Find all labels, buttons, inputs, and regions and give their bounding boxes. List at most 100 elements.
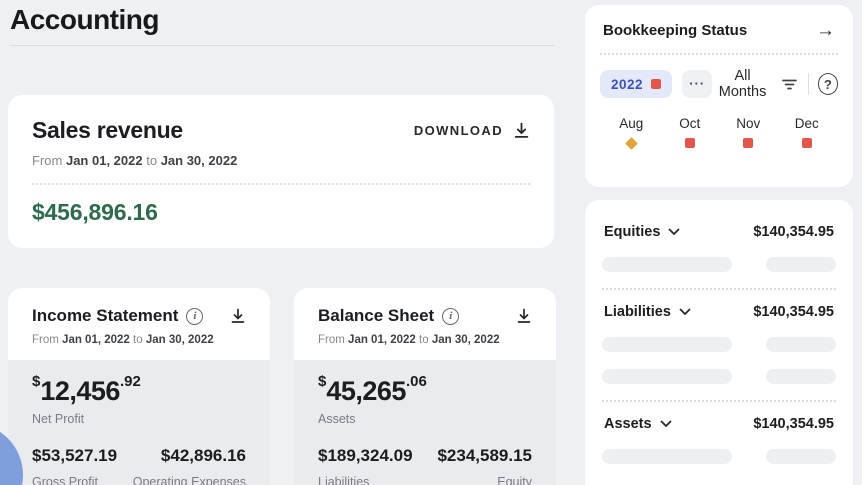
operating-expenses-label: Operating Expenses xyxy=(132,475,246,485)
dotted-divider xyxy=(602,400,836,402)
currency-symbol: $ xyxy=(32,373,41,390)
skeleton-bar xyxy=(602,449,732,464)
amount-cents: .92 xyxy=(119,373,141,390)
download-label: DOWNLOAD xyxy=(413,123,503,138)
header-divider xyxy=(10,45,555,46)
income-statement-title: Income Statement xyxy=(32,306,179,325)
amount-whole: 45,265 xyxy=(326,376,406,406)
month-label: Dec xyxy=(794,116,819,131)
date-to-label: to xyxy=(133,334,143,346)
sales-revenue-title: Sales revenue xyxy=(32,117,183,143)
months-status-row: Aug Oct Nov Dec xyxy=(600,116,838,150)
equities-total: $140,354.95 xyxy=(753,224,834,240)
dotted-divider xyxy=(602,288,836,290)
sales-date-range: From Jan 01, 2022 to Jan 30, 2022 xyxy=(32,153,530,168)
skeleton-bar xyxy=(602,257,732,272)
equities-expander[interactable]: Equities xyxy=(604,224,680,240)
income-date-range: From Jan 01, 2022 to Jan 30, 2022 xyxy=(32,334,246,346)
loading-skeleton-row xyxy=(602,369,836,384)
filter-icon xyxy=(781,77,798,92)
page-title: Accounting xyxy=(10,4,160,35)
skeleton-bar xyxy=(766,449,836,464)
assets-label: Assets xyxy=(318,412,356,426)
liabilities-expander[interactable]: Liabilities xyxy=(604,304,691,320)
month-cell-nov[interactable]: Nov xyxy=(719,116,778,148)
date-from-value: Jan 01, 2022 xyxy=(65,153,143,168)
dotted-divider xyxy=(600,53,838,55)
year-chip-label: 2022 xyxy=(611,76,644,92)
skeleton-bar xyxy=(766,337,836,352)
year-chip[interactable]: 2022 xyxy=(600,70,673,98)
download-icon xyxy=(513,122,530,139)
assets-expander[interactable]: Assets xyxy=(604,416,672,432)
download-icon-button[interactable] xyxy=(230,308,246,324)
sales-revenue-card: Sales revenue DOWNLOAD From Jan 01, 2022… xyxy=(8,95,554,248)
loading-skeleton-row xyxy=(602,257,836,272)
skeleton-bar xyxy=(766,369,836,384)
skeleton-bar xyxy=(766,257,836,272)
sales-revenue-amount: $456,896.16 xyxy=(32,199,158,225)
all-months-label: All Months xyxy=(718,68,767,100)
liabilities-total: $140,354.95 xyxy=(753,304,834,320)
income-statement-card: Income Statement i From Jan 01, 2022 to … xyxy=(8,288,270,485)
date-from-label: From xyxy=(318,334,345,346)
assets-total: $140,354.95 xyxy=(753,416,834,432)
amount-whole: 12,456 xyxy=(40,376,120,406)
date-from-value: Jan 01, 2022 xyxy=(348,334,416,346)
date-from-value: Jan 01, 2022 xyxy=(62,334,130,346)
date-to-value: Jan 30, 2022 xyxy=(431,334,500,346)
equity-label: Equity xyxy=(497,475,532,485)
gross-profit-label: Gross Profit xyxy=(32,475,98,485)
liabilities-value: $189,324.09 xyxy=(318,446,413,465)
equity-value: $234,589.15 xyxy=(437,446,532,465)
more-options-button[interactable]: ··· xyxy=(682,70,713,98)
date-to-label: to xyxy=(146,153,158,168)
net-profit-amount: $12,456.92 xyxy=(32,374,246,405)
bookkeeping-status-card: Bookkeeping Status → 2022 ··· All Months… xyxy=(585,5,853,187)
info-icon[interactable]: i xyxy=(442,307,460,325)
dotted-divider xyxy=(32,183,530,185)
info-icon[interactable]: i xyxy=(186,307,204,325)
gross-profit-value: $53,527.19 xyxy=(32,446,118,465)
date-to-value: Jan 30, 2022 xyxy=(160,153,238,168)
month-cell-dec[interactable]: Dec xyxy=(778,116,837,148)
month-label: Aug xyxy=(619,116,644,131)
diamond-marker-icon xyxy=(624,137,638,150)
download-icon-button[interactable] xyxy=(516,308,532,324)
chevron-down-icon xyxy=(660,420,672,428)
square-marker-icon xyxy=(684,138,695,148)
amount-cents: .06 xyxy=(405,373,427,390)
date-to-value: Jan 30, 2022 xyxy=(145,334,214,346)
assets-label: Assets xyxy=(604,416,652,432)
skeleton-bar xyxy=(602,369,732,384)
arrow-right-icon[interactable]: → xyxy=(816,20,835,41)
net-profit-label: Net Profit xyxy=(32,412,85,426)
month-label: Nov xyxy=(736,116,761,131)
help-icon[interactable]: ? xyxy=(817,73,838,95)
currency-symbol: $ xyxy=(318,373,327,390)
bookkeeping-status-title: Bookkeeping Status xyxy=(603,22,748,39)
month-cell-aug[interactable]: Aug xyxy=(602,116,661,150)
loading-skeleton-row xyxy=(602,337,836,352)
balance-sheet-title: Balance Sheet xyxy=(318,306,435,325)
liabilities-label: Liabilities xyxy=(318,475,370,485)
assets-amount: $45,265.06 xyxy=(318,374,532,405)
download-button[interactable]: DOWNLOAD xyxy=(414,122,530,139)
balance-sheet-card: Balance Sheet i From Jan 01, 2022 to Jan… xyxy=(294,288,556,485)
month-label: Oct xyxy=(679,116,701,131)
month-cell-oct[interactable]: Oct xyxy=(661,116,720,148)
date-from-label: From xyxy=(32,334,59,346)
accounts-summary-card: Equities $140,354.95 Liabilities $140,35… xyxy=(585,200,853,485)
chevron-down-icon xyxy=(679,308,691,316)
equities-label: Equities xyxy=(604,224,661,240)
skeleton-bar xyxy=(602,337,732,352)
vertical-divider xyxy=(807,73,809,95)
liabilities-label: Liabilities xyxy=(604,304,671,320)
date-to-label: to xyxy=(419,334,429,346)
chevron-down-icon xyxy=(668,228,680,236)
date-from-label: From xyxy=(32,153,63,168)
all-months-filter[interactable]: All Months xyxy=(712,68,797,100)
square-marker-icon xyxy=(651,79,662,89)
square-marker-icon xyxy=(743,138,754,148)
